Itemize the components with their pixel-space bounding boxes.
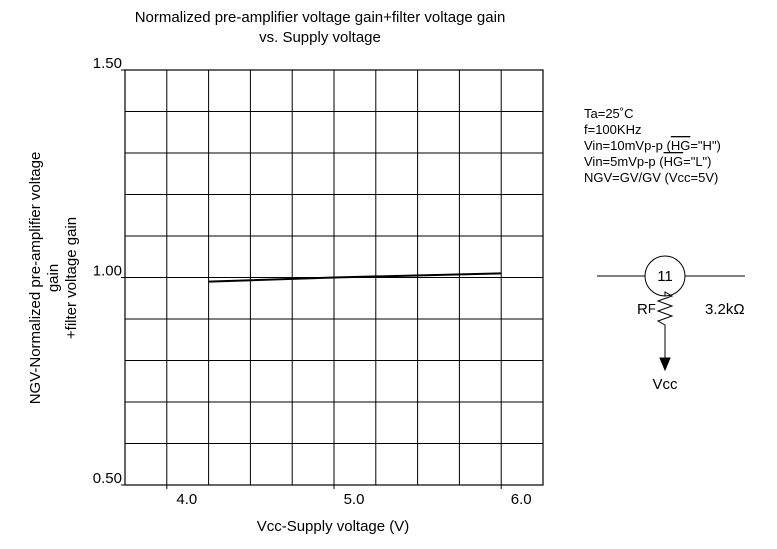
condition-line: f=100KHz [584,122,641,137]
resistor-sub: F [648,301,656,316]
y-tick-label: 1.50 [93,55,122,72]
data-line [208,272,502,283]
x-axis-label: Vcc-Supply voltage (V) [257,518,410,535]
chart-title: Normalized pre-amplifier voltage gain+fi… [135,9,506,26]
chart-title: vs. Supply voltage [259,29,381,46]
condition-text: NGV=GV/GV (Vcc=5V) [584,170,718,185]
condition-text: Vin=10mVp-p ( [584,138,672,153]
y-axis-label: NGV-Normalized pre-amplifier voltage gai… [27,152,80,405]
resistor-label: RF [637,301,656,318]
supply-label: Vcc [652,376,678,393]
pin-label: 11 [657,268,673,285]
y-tick-label: 0.50 [93,470,122,487]
x-tick-label: 6.0 [511,491,532,508]
condition-text: ="L") [683,154,711,169]
condition-text: ="H") [690,138,721,153]
condition-line: Ta=25˚C [584,106,634,121]
condition-text: f=100KHz [584,122,641,137]
resistor-name: R [637,301,648,318]
arrow [659,357,671,372]
condition-line: Vin=5mVp-p (HG="L") [584,154,712,169]
y-axis-label-line: gain [45,264,62,292]
condition-overline: HG [671,138,691,153]
y-axis-label-line: NGV-Normalized pre-amplifier voltage [27,152,44,405]
y-tick-label: 1.00 [93,262,122,279]
resistance-label: 3.2kΩ [705,301,745,318]
condition-line: NGV=GV/GV (Vcc=5V) [584,170,718,185]
y-axis-label-line: +filter voltage gain [63,217,80,339]
condition-line: Vin=10mVp-p (HG="H") [584,138,721,153]
circuit [597,255,745,372]
condition-text: Vin=5mVp-p ( [584,154,664,169]
condition-text: Ta=25˚C [584,106,634,121]
x-tick-label: 5.0 [344,491,365,508]
condition-overline: HG [664,154,684,169]
x-tick-label: 4.0 [176,491,197,508]
resistor [656,291,674,362]
